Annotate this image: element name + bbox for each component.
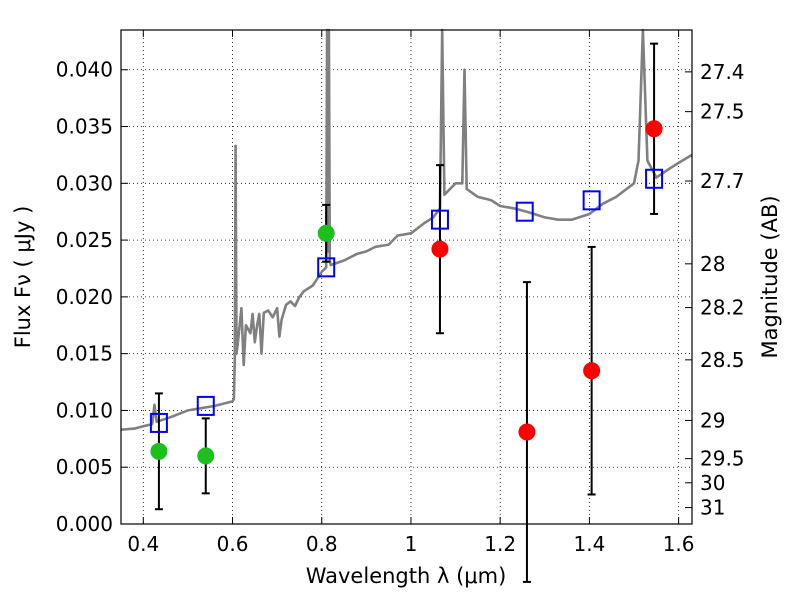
axis-ticks: [121, 30, 692, 525]
plot-background: [121, 30, 692, 524]
y2-tick-label: 28.5: [700, 348, 745, 372]
model-photometry-square: [645, 168, 664, 189]
y2-tick-label: 31: [700, 496, 725, 520]
y-tick-label: 0.030: [56, 171, 113, 195]
x-tick-label: 1.2: [484, 532, 516, 556]
model-photometry-layer: [149, 168, 664, 433]
y2-tick-label: 27.7: [700, 169, 745, 193]
model-photometry-square: [317, 257, 336, 278]
y-tick-label: 0.040: [56, 58, 113, 82]
y2-tick-label: 29.5: [700, 447, 745, 471]
x-tick-label: 0.4: [127, 532, 159, 556]
green-data-point: [317, 224, 335, 242]
model-photometry-square: [582, 190, 601, 211]
y2-tick-label: 29: [700, 408, 725, 432]
x-tick-label: 1.6: [663, 532, 695, 556]
observed-points-layer: [150, 120, 663, 465]
red-data-point: [518, 423, 536, 441]
y2-tick-label: 27.4: [700, 60, 745, 84]
x-tick-label: 1.4: [573, 532, 605, 556]
y-tick-labels: 0.000 0.005 0.010 0.015 0.020 0.025 0.030 0.035…: [56, 58, 113, 536]
x-tick-labels: 0.4 0.6 0.8 1 1.2 1.4 1.6: [127, 532, 694, 556]
y2-tick-label: 30: [700, 471, 725, 495]
y2-axis-label: Magnitude (AB): [758, 195, 782, 358]
y2-tick-label: 28.2: [700, 296, 745, 320]
red-data-point: [431, 240, 449, 258]
y2-tick-label: 28: [700, 252, 725, 276]
y-tick-label: 0.025: [56, 228, 113, 252]
y-axis-label: Flux Fν ( μJy ): [11, 206, 35, 349]
model-spectrum-line: [120, 28, 693, 431]
model-photometry-square: [515, 201, 534, 222]
y2-tick-label: 27.5: [700, 100, 745, 124]
model-photometry-square: [196, 395, 215, 416]
y-tick-label: 0.015: [56, 342, 113, 366]
red-data-point: [583, 362, 601, 380]
green-data-point: [150, 442, 168, 460]
x-tick-label: 1: [405, 532, 418, 556]
model-photometry-square: [149, 412, 168, 433]
y-tick-label: 0.000: [56, 512, 113, 536]
plot-frame: [120, 29, 693, 525]
x-tick-label: 0.6: [217, 532, 249, 556]
x-tick-label: 0.8: [306, 532, 338, 556]
model-photometry-square: [430, 209, 449, 230]
red-data-point: [645, 120, 663, 138]
y-tick-label: 0.020: [56, 285, 113, 309]
green-data-point: [197, 447, 215, 465]
y-tick-label: 0.010: [56, 398, 113, 422]
model-spectrum-layer: [120, 28, 693, 431]
x-axis-label: Wavelength λ (μm): [306, 564, 507, 588]
y-tick-label: 0.035: [56, 115, 113, 139]
y-tick-label: 0.005: [56, 455, 113, 479]
